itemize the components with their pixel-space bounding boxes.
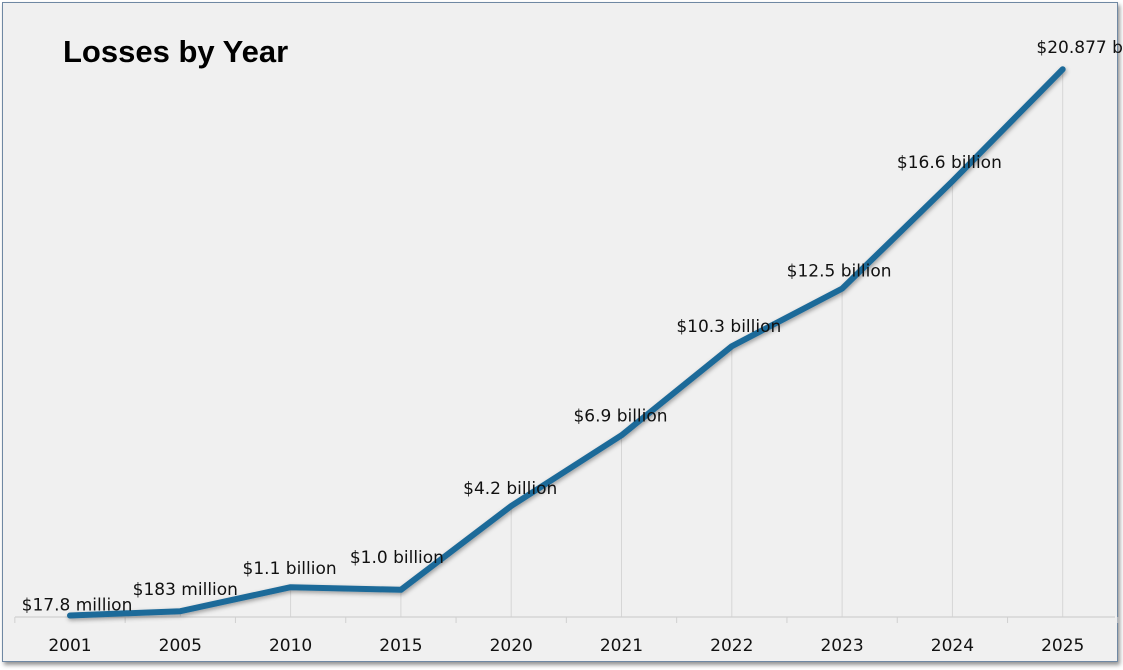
data-label: $12.5 billion [787, 262, 892, 282]
x-tick-label: 2025 [1041, 636, 1084, 656]
x-tick-label: 2021 [600, 636, 643, 656]
x-tick-label: 2020 [490, 636, 533, 656]
data-label: $16.6 billion [897, 153, 1002, 173]
data-label: $4.2 billion [463, 479, 557, 499]
x-tick-label: 2010 [269, 636, 312, 656]
data-label: $183 million [133, 580, 238, 600]
data-label: $17.8 million [22, 596, 133, 616]
data-label: $10.3 billion [676, 317, 781, 337]
x-tick-label: 2001 [48, 636, 91, 656]
x-tick-label: 2023 [820, 636, 863, 656]
data-label: $1.1 billion [243, 559, 337, 579]
data-label: $6.9 billion [573, 406, 667, 426]
x-tick-label: 2015 [379, 636, 422, 656]
chart-title: Losses by Year [63, 34, 289, 69]
data-label: $20.877 billion [1036, 38, 1123, 58]
x-tick-label: 2005 [159, 636, 202, 656]
x-tick-label: 2022 [710, 636, 753, 656]
chart-frame [2, 2, 1118, 662]
series-line [67, 66, 1066, 619]
data-label: $1.0 billion [350, 548, 444, 568]
x-tick-label: 2024 [931, 636, 974, 656]
